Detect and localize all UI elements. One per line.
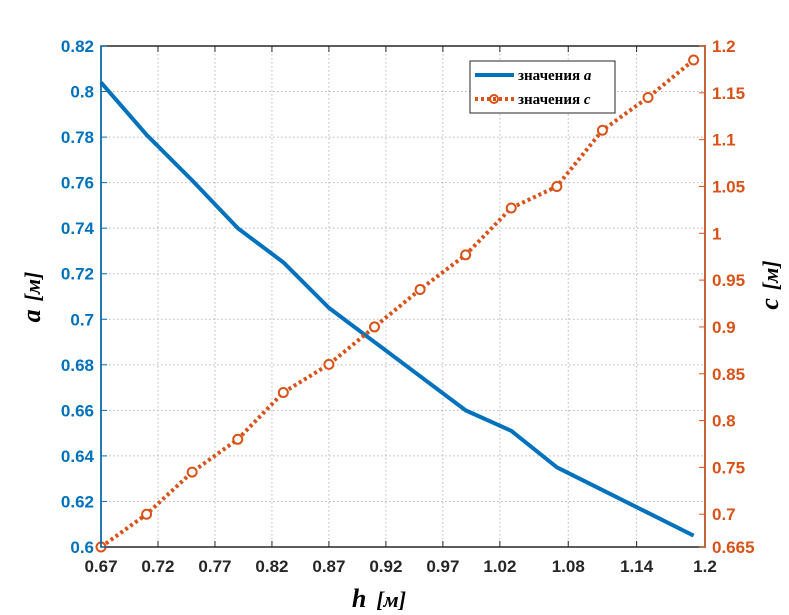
data-point-c <box>232 433 244 445</box>
series-line-a <box>99 81 695 538</box>
y-right-tick-label: 0.7 <box>712 505 736 524</box>
data-point-c <box>551 180 563 192</box>
y-axis-label-right-unit: [м] <box>758 260 783 290</box>
data-point-c <box>505 202 517 214</box>
y-left-tick-label: 0.66 <box>61 401 94 420</box>
x-tick-label: 1.14 <box>620 557 654 576</box>
x-tick-label: 0.82 <box>255 557 288 576</box>
y-left-tick-label: 0.72 <box>61 265 94 284</box>
x-tick-label: 0.97 <box>426 557 459 576</box>
legend-label-a: значения a <box>518 68 592 84</box>
y-left-tick-label: 0.7 <box>70 310 94 329</box>
x-tick-label: 0.87 <box>312 557 345 576</box>
x-tick-label: 0.77 <box>198 557 231 576</box>
legend-box <box>469 60 616 114</box>
legend: значения a значения c <box>469 60 616 114</box>
y-left-tick-label: 0.82 <box>61 37 94 56</box>
data-point-c <box>688 54 700 66</box>
legend-marker-c <box>489 94 499 104</box>
y-axis-label-right: c [м] <box>755 260 784 309</box>
y-left-tick-label: 0.74 <box>61 219 95 238</box>
data-point-c <box>141 508 153 520</box>
x-tick-label: 1.02 <box>483 557 516 576</box>
y-left-tick-label: 0.68 <box>61 356 94 375</box>
y-right-tick-label: 1.1 <box>712 131 736 150</box>
x-tick-label: 1.2 <box>693 557 717 576</box>
y-axis-label-left-unit: [м] <box>20 272 45 302</box>
x-axis-label-unit: [м] <box>376 587 406 612</box>
y-left-tick-label: 0.78 <box>61 128 94 147</box>
data-point-c <box>323 358 335 370</box>
y-left-tick-label: 0.62 <box>61 492 94 511</box>
y-axis-label-left: a [м] <box>17 272 46 323</box>
y-right-tick-label: 1 <box>712 224 721 243</box>
y-right-tick-label: 0.75 <box>712 458 745 477</box>
x-tick-label: 0.92 <box>369 557 402 576</box>
x-axis-label-main: h <box>352 584 366 613</box>
y-right-tick-label: 0.9 <box>712 318 736 337</box>
svg-text:c[м]: c [м] <box>755 260 784 309</box>
svg-text:h[м]: h [м] <box>352 584 406 613</box>
series-a <box>99 81 695 538</box>
x-tick-label: 0.67 <box>84 557 117 576</box>
y-right-tick-label: 1.05 <box>712 177 745 196</box>
data-point-c <box>596 124 608 136</box>
y-right-tick-label: 0.8 <box>712 412 736 431</box>
y-right-tick-label: 1.2 <box>712 37 736 56</box>
ticks: 0.67 0.72 0.77 0.82 0.87 0.92 0.97 1.02 1.08 1.14… <box>61 37 755 576</box>
legend-label-c: значения c <box>518 92 591 108</box>
y-axis-label-left-main: a <box>17 309 46 322</box>
y-left-tick-label: 0.8 <box>70 83 94 102</box>
data-point-c <box>414 283 426 295</box>
data-point-c <box>369 321 381 333</box>
svg-text:a[м]: a [м] <box>17 272 46 323</box>
y-right-tick-label: 0.85 <box>712 365 745 384</box>
y-left-tick-label: 0.6 <box>70 538 94 557</box>
x-axis-label: h [м] <box>352 584 406 613</box>
data-point-c <box>460 249 472 261</box>
x-tick-label: 1.08 <box>552 557 585 576</box>
y-right-tick-label: 1.15 <box>712 84 745 103</box>
data-point-c <box>642 92 654 104</box>
x-tick-label: 0.72 <box>141 557 174 576</box>
y-right-tick-label: 0.95 <box>712 271 745 290</box>
y-left-tick-label: 0.76 <box>61 174 94 193</box>
y-right-tick-label: 0.665 <box>712 538 755 557</box>
data-point-c <box>277 386 289 398</box>
y-axis-label-right-main: c <box>755 298 784 310</box>
y-left-tick-label: 0.64 <box>61 447 95 466</box>
series-line-c <box>99 58 695 549</box>
data-point-c <box>186 466 198 478</box>
